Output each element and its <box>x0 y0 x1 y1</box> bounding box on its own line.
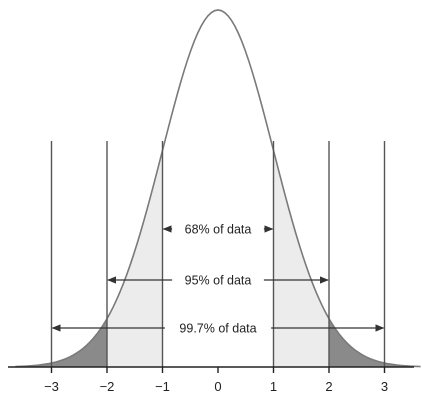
bell-curve-layer <box>15 9 421 368</box>
guide-lines <box>50 141 386 367</box>
x-tick-label: −3 <box>44 379 59 394</box>
interval-label: 95% of data <box>185 274 252 288</box>
x-tick-label: −1 <box>155 379 170 394</box>
interval-label: 99.7% of data <box>179 322 256 336</box>
x-axis: −3 −2 −1 0 1 2 3 <box>8 366 414 394</box>
x-tick-label: 2 <box>325 379 332 394</box>
shaded-region-dark <box>329 318 421 367</box>
shaded-region-dark <box>15 318 107 367</box>
interval-annotations: 68% of data 95% of data 99.7% of data <box>51 223 385 336</box>
interval-label: 68% of data <box>185 223 252 237</box>
bell-curve <box>15 9 421 368</box>
x-tick-label: 1 <box>270 379 277 394</box>
x-tick-label: −2 <box>100 379 115 394</box>
x-tick-label: 3 <box>381 379 388 394</box>
x-tick-label: 0 <box>214 379 221 394</box>
